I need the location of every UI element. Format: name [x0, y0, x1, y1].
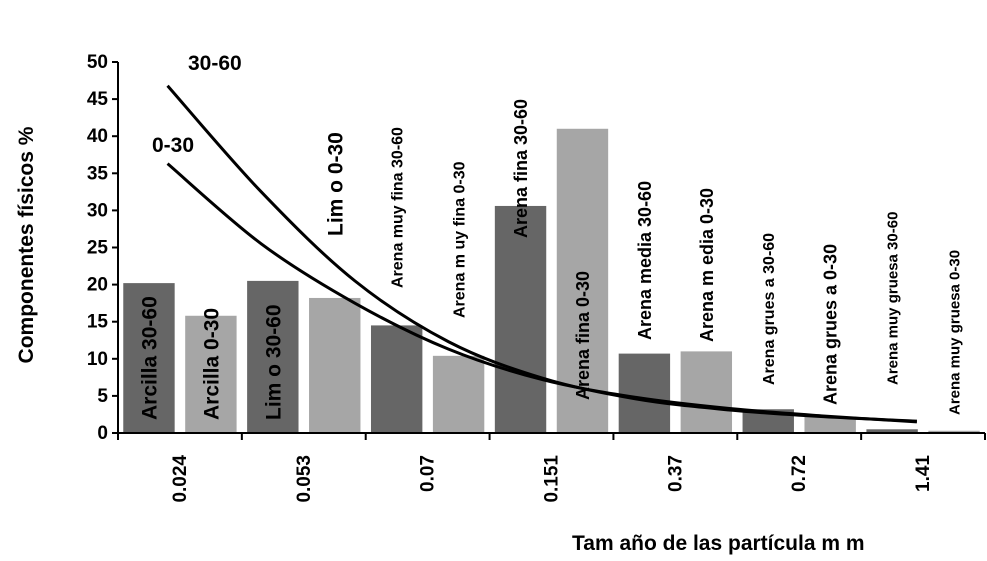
bar-label-9: Arena m edia 0-30	[697, 188, 717, 342]
x-tick-label: 0.151	[542, 455, 563, 503]
x-tick-label: 0.37	[665, 455, 686, 492]
bar-label-2: Lim o 30-60	[262, 304, 285, 420]
bar-7	[556, 128, 609, 433]
bar-labels-layer: Arcilla 30-60 Arcilla 0-30 Lim o 30-60 Lim …	[139, 99, 964, 420]
bar-label-11: Arena grues a 0-30	[821, 244, 841, 405]
y-tick-label: 45	[87, 89, 109, 110]
trend-curves-layer: 30-60 0-30	[152, 52, 917, 424]
bar-label-4: Arena muy fina 30-60	[389, 127, 406, 288]
bar-label-1: Arcilla 0-30	[200, 308, 223, 420]
y-tick-label: 25	[87, 238, 109, 259]
bar-label-8: Arena media 30-60	[635, 181, 655, 340]
trend-curve-0-30	[166, 162, 917, 424]
trend-curve-label-30-60: 30-60	[188, 52, 242, 75]
bar-9	[680, 351, 733, 433]
y-tick-label: 50	[87, 52, 108, 73]
bar-8	[618, 353, 671, 433]
bar-5	[432, 355, 485, 433]
bar-label-7: Arena fina 0-30	[573, 271, 593, 400]
bar-6	[494, 205, 547, 433]
y-tick-label: 35	[87, 163, 109, 184]
bar-label-3: Lim o 0-30	[324, 132, 347, 236]
bar-label-12: Arena muy gruesa 30-60	[885, 212, 902, 385]
bar-12	[866, 429, 918, 433]
bar-13	[928, 430, 980, 433]
bar-label-13: Arena muy gruesa 0-30	[946, 250, 963, 415]
y-tick-label: 10	[87, 349, 108, 370]
x-tick-label: 0.72	[789, 455, 810, 492]
x-axis-title: Tam año de las partícula m m	[572, 532, 865, 555]
x-tick-label: 0.07	[418, 455, 439, 492]
bar-label-10: Arena grues a 30-60	[761, 233, 778, 385]
bar-3	[309, 297, 361, 433]
y-tick-label: 30	[87, 200, 108, 221]
bar-label-5: Arena m uy fina 0-30	[451, 161, 468, 318]
y-tick-label: 40	[87, 126, 108, 147]
axes-layer: 0 5 10 15 20 25 30 35 40 45 50 0.024 0.053 0.07 0.151 0…	[87, 52, 986, 503]
x-tick-label: 1.41	[913, 455, 934, 492]
bar-11	[804, 416, 856, 433]
x-tick-label: 0.024	[170, 455, 191, 503]
y-tick-label: 0	[97, 423, 108, 444]
y-tick-label: 5	[97, 386, 108, 407]
y-tick-label: 15	[87, 312, 109, 333]
bar-2	[247, 280, 299, 433]
trend-curve-label-0-30: 0-30	[152, 134, 194, 157]
bar-1	[185, 315, 237, 433]
bar-0	[123, 283, 175, 433]
x-tick-label: 0.053	[294, 455, 315, 503]
bar-label-6: Arena fina 30-60	[511, 99, 531, 238]
bars-layer	[123, 128, 980, 433]
y-tick-label: 20	[87, 275, 108, 296]
y-axis-title: Componentes físicos %	[15, 126, 38, 363]
bar-label-0: Arcilla 30-60	[139, 296, 162, 420]
bar-4	[370, 325, 423, 433]
